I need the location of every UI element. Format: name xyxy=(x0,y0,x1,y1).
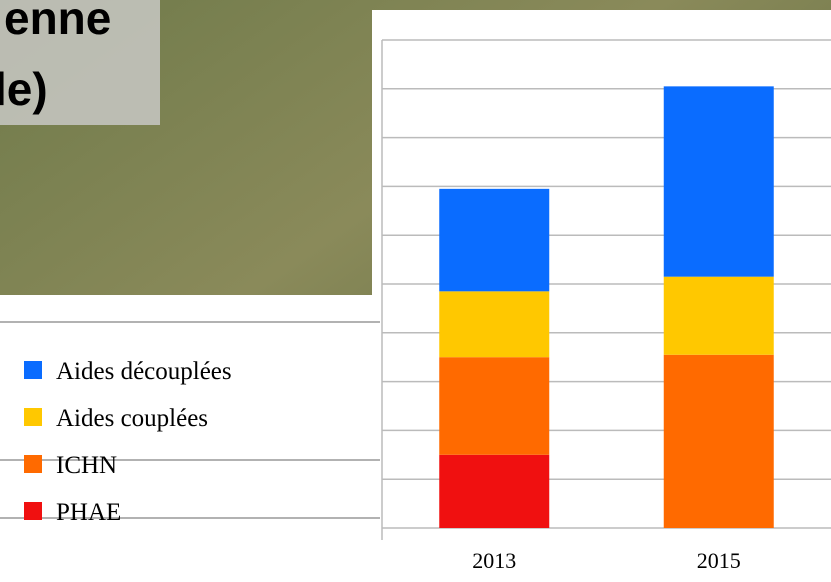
bar-segment xyxy=(439,357,550,455)
bar-segment xyxy=(439,188,550,292)
legend-rules xyxy=(0,321,380,519)
legend-label: ICHN xyxy=(56,452,117,479)
legend-swatch xyxy=(24,502,42,520)
bar-segment xyxy=(663,276,774,355)
legend-area xyxy=(0,295,380,582)
legend-swatch xyxy=(24,408,42,426)
legend-label: Aides découplées xyxy=(56,358,232,385)
title-line: enne xyxy=(4,0,111,44)
bar-segment xyxy=(439,291,550,358)
bar-segment xyxy=(439,454,550,528)
title-box xyxy=(0,0,160,125)
x-tick-label: 2015 xyxy=(697,548,741,573)
legend-swatch xyxy=(24,361,42,379)
legend-label: PHAE xyxy=(56,499,121,526)
title-line: le) xyxy=(0,63,48,115)
legend-label: Aides couplées xyxy=(56,405,208,432)
bar-segment xyxy=(663,86,774,277)
bar-segment xyxy=(663,354,774,528)
x-tick-label: 2013 xyxy=(472,548,516,573)
legend-swatch xyxy=(24,455,42,473)
